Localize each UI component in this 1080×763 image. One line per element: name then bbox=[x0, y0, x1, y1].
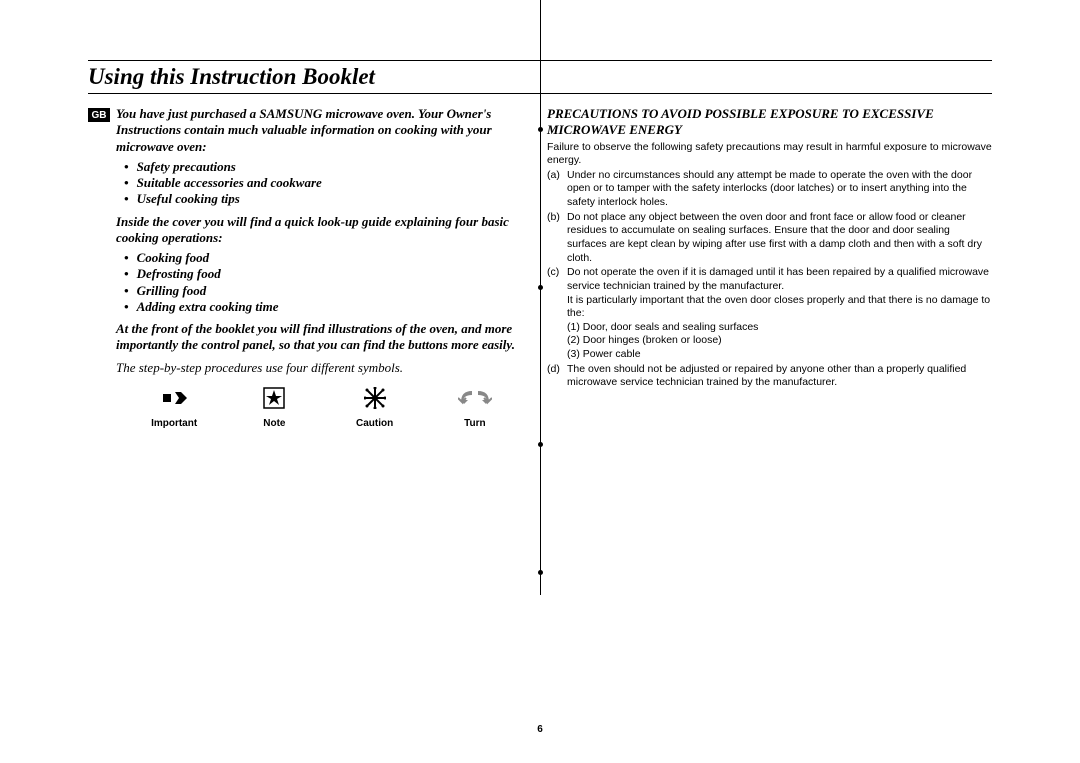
symbol-label: Caution bbox=[325, 418, 425, 431]
item-body: The oven should not be adjusted or repai… bbox=[567, 363, 992, 390]
item-d: (d) The oven should not be adjusted or r… bbox=[547, 363, 992, 390]
list-item: Grilling food bbox=[138, 283, 533, 299]
item-letter: (a) bbox=[547, 169, 567, 210]
asterisk-icon bbox=[325, 386, 425, 410]
item-extra: It is particularly important that the ov… bbox=[567, 294, 990, 320]
step-paragraph: The step-by-step procedures use four dif… bbox=[116, 360, 533, 376]
symbols-row: Important Note Caution bbox=[116, 386, 533, 431]
subitem: (1) Door, door seals and sealing surface… bbox=[567, 321, 992, 335]
item-body: Do not place any object between the oven… bbox=[567, 211, 992, 266]
item-b: (b) Do not place any object between the … bbox=[547, 211, 992, 266]
gb-badge: GB bbox=[88, 108, 110, 122]
subitem: (2) Door hinges (broken or loose) bbox=[567, 334, 992, 348]
ring-binder-dots bbox=[536, 127, 544, 447]
dot-icon bbox=[538, 442, 543, 447]
item-body: Do not operate the oven if it is damaged… bbox=[567, 266, 992, 361]
item-letter: (c) bbox=[547, 266, 567, 361]
list-item: Cooking food bbox=[138, 250, 533, 266]
symbol-label: Important bbox=[124, 418, 224, 431]
subitems: (1) Door, door seals and sealing surface… bbox=[567, 321, 992, 362]
subitem: (3) Power cable bbox=[567, 348, 992, 362]
page-number: 6 bbox=[537, 724, 543, 735]
list-item: Adding extra cooking time bbox=[138, 299, 533, 315]
item-a: (a) Under no circumstances should any at… bbox=[547, 169, 992, 210]
dot-icon bbox=[538, 285, 543, 290]
list-item: Defrosting food bbox=[138, 266, 533, 282]
left-body: You have just purchased a SAMSUNG microw… bbox=[116, 106, 533, 430]
cover-paragraph: Inside the cover you will find a quick l… bbox=[116, 214, 533, 247]
front-paragraph: At the front of the booklet you will fin… bbox=[116, 321, 533, 354]
item-c: (c) Do not operate the oven if it is dam… bbox=[547, 266, 992, 361]
item-letter: (b) bbox=[547, 211, 567, 266]
symbol-label: Note bbox=[224, 418, 324, 431]
list-item: Useful cooking tips bbox=[138, 191, 533, 207]
list-item: Suitable accessories and cookware bbox=[138, 175, 533, 191]
precautions-heading: PRECAUTIONS TO AVOID POSSIBLE EXPOSURE T… bbox=[547, 106, 992, 139]
right-column: PRECAUTIONS TO AVOID POSSIBLE EXPOSURE T… bbox=[547, 106, 992, 430]
dot-icon bbox=[538, 127, 543, 132]
left-column: GB You have just purchased a SAMSUNG mic… bbox=[88, 106, 533, 430]
hand-icon bbox=[124, 386, 224, 410]
symbol-label: Turn bbox=[425, 418, 525, 431]
symbol-important: Important bbox=[124, 386, 224, 431]
symbol-note: Note bbox=[224, 386, 324, 431]
ring-binder-dots bbox=[536, 570, 544, 575]
item-body: Under no circumstances should any attemp… bbox=[567, 169, 992, 210]
intro-paragraph: You have just purchased a SAMSUNG microw… bbox=[116, 106, 533, 155]
item-letter: (d) bbox=[547, 363, 567, 390]
list-item: Safety precautions bbox=[138, 159, 533, 175]
failure-paragraph: Failure to observe the following safety … bbox=[547, 141, 992, 168]
item-text: Do not operate the oven if it is damaged… bbox=[567, 266, 989, 292]
symbol-caution: Caution bbox=[325, 386, 425, 431]
dot-icon bbox=[538, 570, 543, 575]
symbol-turn: Turn bbox=[425, 386, 525, 431]
cover-bullets: Cooking food Defrosting food Grilling fo… bbox=[116, 250, 533, 315]
turn-icon bbox=[425, 386, 525, 410]
intro-bullets: Safety precautions Suitable accessories … bbox=[116, 159, 533, 208]
star-icon bbox=[224, 386, 324, 410]
page: Using this Instruction Booklet GB You ha… bbox=[0, 0, 1080, 763]
